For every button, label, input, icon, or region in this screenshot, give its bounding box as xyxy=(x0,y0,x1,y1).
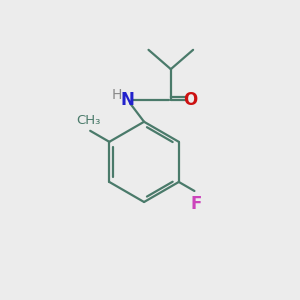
Text: H: H xyxy=(112,88,122,102)
Text: F: F xyxy=(190,194,202,212)
Text: O: O xyxy=(183,92,197,110)
Text: CH₃: CH₃ xyxy=(76,114,101,127)
Text: N: N xyxy=(121,92,135,110)
